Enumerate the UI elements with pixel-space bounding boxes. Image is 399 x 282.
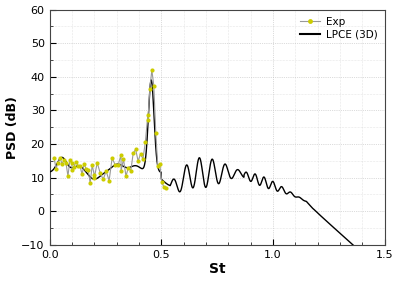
Exp [128, 169, 133, 172]
Exp [119, 169, 123, 173]
Exp [90, 164, 95, 167]
LPCE (3D) [382, 272, 387, 275]
LPCE (3D) [48, 170, 53, 173]
LPCE (3D) [106, 168, 111, 171]
LPCE (3D) [86, 174, 91, 177]
Y-axis label: PSD (dB): PSD (dB) [6, 96, 19, 158]
Exp [119, 153, 123, 156]
LPCE (3D) [376, 266, 381, 269]
Exp [69, 161, 74, 164]
LPCE (3D) [340, 233, 345, 237]
Line: LPCE (3D): LPCE (3D) [51, 80, 385, 273]
Exp [113, 163, 117, 166]
Legend: Exp, LPCE (3D): Exp, LPCE (3D) [298, 15, 379, 41]
Exp [150, 68, 154, 72]
Line: Exp: Exp [52, 68, 168, 190]
Exp [163, 186, 168, 190]
LPCE (3D) [191, 186, 196, 189]
LPCE (3D) [149, 78, 154, 82]
LPCE (3D) [176, 189, 181, 193]
X-axis label: St: St [209, 263, 225, 276]
Exp [51, 156, 56, 159]
